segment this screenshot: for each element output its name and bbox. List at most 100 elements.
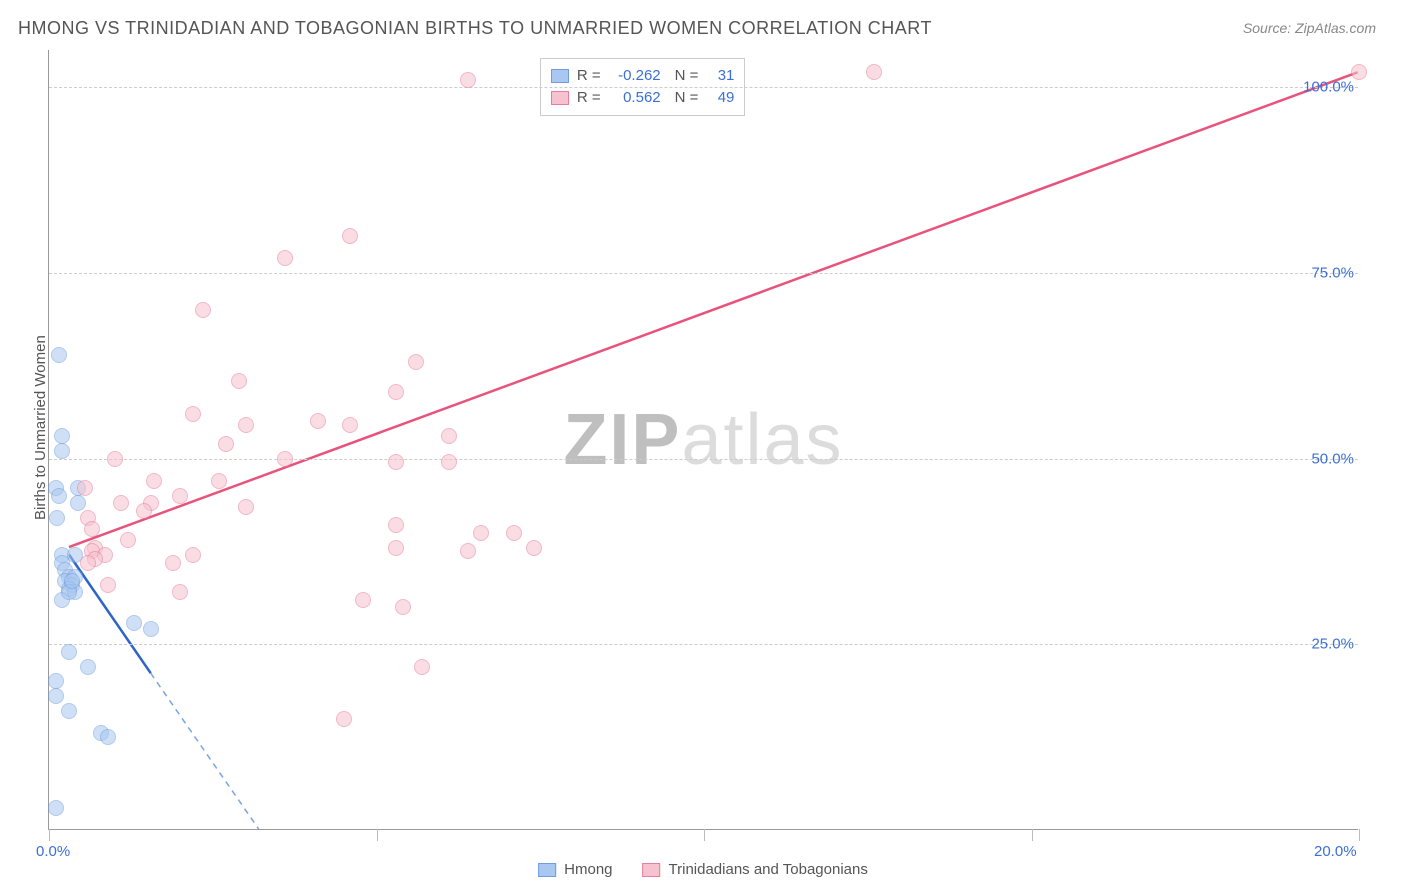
x-tick xyxy=(49,829,50,841)
chart-title: HMONG VS TRINIDADIAN AND TOBAGONIAN BIRT… xyxy=(18,18,932,39)
data-point xyxy=(100,729,116,745)
data-point xyxy=(48,673,64,689)
gridline xyxy=(49,87,1358,88)
y-tick-label: 50.0% xyxy=(1311,450,1354,467)
n-label: N = xyxy=(675,87,699,109)
data-point xyxy=(460,543,476,559)
r-label: R = xyxy=(577,87,601,109)
gridline xyxy=(49,644,1358,645)
data-point xyxy=(48,688,64,704)
data-point xyxy=(51,488,67,504)
data-point xyxy=(61,644,77,660)
y-axis-label: Births to Unmarried Women xyxy=(32,335,49,520)
legend-item: Hmong xyxy=(538,861,612,878)
data-point xyxy=(388,384,404,400)
y-tick-label: 75.0% xyxy=(1311,264,1354,281)
data-point xyxy=(100,577,116,593)
data-point xyxy=(195,302,211,318)
legend-bottom: Hmong Trinidadians and Tobagonians xyxy=(538,861,868,878)
x-tick xyxy=(1032,829,1033,841)
data-point xyxy=(146,473,162,489)
data-point xyxy=(51,347,67,363)
data-point xyxy=(107,451,123,467)
data-point xyxy=(80,555,96,571)
data-point xyxy=(113,495,129,511)
data-point xyxy=(48,800,64,816)
data-point xyxy=(506,525,522,541)
data-point xyxy=(408,354,424,370)
x-tick-label: 0.0% xyxy=(36,843,70,860)
y-tick-label: 100.0% xyxy=(1303,79,1354,96)
stats-row: R = 0.562 N = 49 xyxy=(551,87,735,109)
legend-label: Hmong xyxy=(564,861,612,878)
data-point xyxy=(70,495,86,511)
n-value: 31 xyxy=(706,65,734,87)
n-value: 49 xyxy=(706,87,734,109)
r-value: 0.562 xyxy=(609,87,661,109)
data-point xyxy=(136,503,152,519)
data-point xyxy=(54,443,70,459)
data-point xyxy=(80,659,96,675)
data-point xyxy=(238,499,254,515)
gridline xyxy=(49,459,1358,460)
data-point xyxy=(310,413,326,429)
watermark-zip: ZIP xyxy=(563,400,681,480)
n-label: N = xyxy=(675,65,699,87)
data-point xyxy=(126,615,142,631)
data-point xyxy=(49,510,65,526)
data-point xyxy=(414,659,430,675)
plot-area: ZIPatlas R = -0.262 N = 31 R = 0.562 N = 49 25.… xyxy=(48,50,1358,830)
data-point xyxy=(61,703,77,719)
x-tick xyxy=(377,829,378,841)
data-point xyxy=(526,540,542,556)
x-tick xyxy=(1359,829,1360,841)
data-point xyxy=(185,406,201,422)
data-point xyxy=(441,428,457,444)
data-point xyxy=(441,454,457,470)
data-point xyxy=(211,473,227,489)
data-point xyxy=(342,228,358,244)
data-point xyxy=(277,250,293,266)
data-point xyxy=(395,599,411,615)
data-point xyxy=(84,521,100,537)
legend-swatch xyxy=(538,863,556,877)
gridline xyxy=(49,273,1358,274)
data-point xyxy=(218,436,234,452)
data-point xyxy=(64,573,80,589)
data-point xyxy=(231,373,247,389)
data-point xyxy=(355,592,371,608)
data-point xyxy=(172,488,188,504)
data-point xyxy=(238,417,254,433)
data-point xyxy=(460,72,476,88)
data-point xyxy=(165,555,181,571)
data-point xyxy=(143,621,159,637)
trend-lines-layer xyxy=(49,50,1358,829)
r-label: R = xyxy=(577,65,601,87)
data-point xyxy=(342,417,358,433)
source-attribution: Source: ZipAtlas.com xyxy=(1243,20,1376,36)
data-point xyxy=(866,64,882,80)
data-point xyxy=(172,584,188,600)
data-point xyxy=(388,540,404,556)
data-point xyxy=(120,532,136,548)
data-point xyxy=(54,428,70,444)
data-point xyxy=(388,454,404,470)
legend-swatch xyxy=(643,863,661,877)
r-value: -0.262 xyxy=(609,65,661,87)
legend-label: Trinidadians and Tobagonians xyxy=(669,861,868,878)
watermark-atlas: atlas xyxy=(681,400,843,480)
watermark: ZIPatlas xyxy=(563,399,843,481)
data-point xyxy=(77,480,93,496)
x-tick-label: 20.0% xyxy=(1314,843,1357,860)
data-point xyxy=(336,711,352,727)
series-swatch xyxy=(551,91,569,105)
legend-item: Trinidadians and Tobagonians xyxy=(643,861,868,878)
series-swatch xyxy=(551,69,569,83)
stats-row: R = -0.262 N = 31 xyxy=(551,65,735,87)
x-tick xyxy=(704,829,705,841)
chart-container: HMONG VS TRINIDADIAN AND TOBAGONIAN BIRT… xyxy=(0,0,1406,892)
y-tick-label: 25.0% xyxy=(1311,636,1354,653)
data-point xyxy=(277,451,293,467)
data-point xyxy=(1351,64,1367,80)
data-point xyxy=(388,517,404,533)
